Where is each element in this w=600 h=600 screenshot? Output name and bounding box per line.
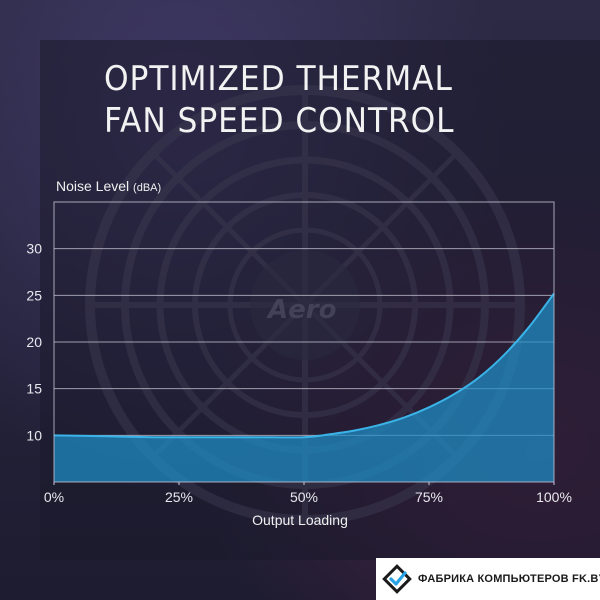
watermark-text: ФАБРИКА КОМПЬЮТЕРОВ FK.BY <box>418 573 600 585</box>
page-title: OPTIMIZED THERMAL FAN SPEED CONTROL <box>104 59 455 141</box>
y-tick-label: 15 <box>26 381 42 397</box>
y-axis-unit: (dBA) <box>133 182 162 194</box>
x-tick-label: 0% <box>44 489 64 505</box>
x-tick-label: 50% <box>290 489 318 505</box>
x-axis-label-text: Output Loading <box>252 512 348 528</box>
y-axis-ticks: 10 15 20 25 30 <box>26 241 42 444</box>
brand-logo-text: Aero <box>266 295 336 325</box>
x-tick-label: 25% <box>165 489 193 505</box>
y-tick-label: 25 <box>26 287 42 303</box>
x-axis-ticks: 0% 25% 50% 75% 100% <box>44 482 572 505</box>
y-tick-label: 20 <box>26 334 42 350</box>
y-axis-label-text: Noise Level <box>56 178 130 194</box>
x-axis-label: Output Loading <box>0 512 600 528</box>
y-axis-label: Noise Level (dBA) <box>56 178 161 194</box>
x-tick-label: 75% <box>415 489 443 505</box>
watermark-badge: ФАБРИКА КОМПЬЮТЕРОВ FK.BY <box>376 558 600 600</box>
y-tick-label: 10 <box>26 427 42 443</box>
diamond-check-logo-icon <box>382 564 412 594</box>
noise-curve-line <box>53 292 555 439</box>
y-tick-label: 30 <box>26 241 42 257</box>
noise-area-fill <box>54 293 554 482</box>
x-tick-label: 100% <box>536 489 572 505</box>
